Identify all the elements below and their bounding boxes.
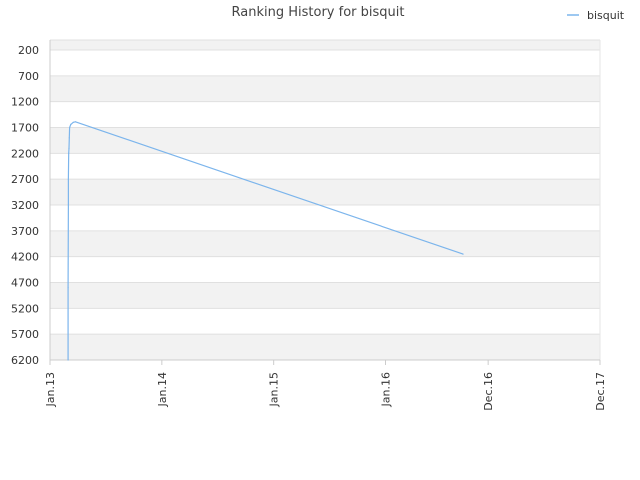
axes bbox=[49, 40, 601, 365]
y-tick-label: 1200 bbox=[11, 96, 39, 109]
y-tick-label: 2200 bbox=[11, 147, 39, 160]
y-tick-label: 200 bbox=[18, 44, 39, 57]
series-point bbox=[67, 204, 69, 206]
x-tick-label: Dec.17 bbox=[594, 372, 607, 411]
plot-band bbox=[50, 179, 600, 205]
series-point bbox=[74, 121, 77, 123]
plot-band bbox=[50, 205, 600, 231]
legend-label: bisquit bbox=[587, 9, 625, 22]
y-tick-label: 5200 bbox=[11, 302, 39, 315]
series-point bbox=[68, 137, 70, 139]
series-point bbox=[67, 287, 69, 289]
y-tick-label: 1700 bbox=[11, 122, 39, 135]
series-point bbox=[67, 359, 69, 361]
series-point bbox=[68, 147, 70, 149]
x-tick-label: Jan.15 bbox=[268, 372, 281, 407]
x-tick-label: Jan.16 bbox=[380, 372, 393, 407]
plot-band bbox=[50, 308, 600, 335]
y-tick-label: 5700 bbox=[11, 328, 39, 341]
plot-band bbox=[50, 40, 600, 50]
series-layer bbox=[67, 121, 464, 361]
plot-band bbox=[50, 282, 600, 309]
y-axis-labels: 200 700 1200 1700 2200 2700 3200 3700 4200 4700 52… bbox=[11, 44, 39, 367]
y-tick-label: 4200 bbox=[11, 251, 39, 264]
plot-band bbox=[50, 153, 600, 180]
y-tick-label: 3200 bbox=[11, 199, 39, 212]
series-point bbox=[68, 152, 70, 154]
series-point bbox=[69, 126, 71, 129]
x-tick-label: Jan.13 bbox=[44, 372, 57, 407]
plot-band bbox=[50, 50, 600, 76]
plot-band bbox=[50, 75, 600, 102]
series-point bbox=[70, 123, 72, 125]
y-tick-label: 700 bbox=[18, 70, 39, 83]
series-point bbox=[72, 121, 74, 123]
y-tick-label: 6200 bbox=[11, 354, 39, 367]
plot-band bbox=[50, 127, 600, 154]
y-tick-label: 4700 bbox=[11, 277, 39, 290]
plot-band bbox=[50, 101, 600, 128]
plot-band bbox=[50, 230, 600, 257]
legend[interactable]: bisquit bbox=[567, 9, 625, 22]
x-tick-label: Jan.14 bbox=[156, 372, 169, 407]
chart-title: Ranking History for bisquit bbox=[232, 5, 405, 20]
plot-background-bands bbox=[50, 40, 600, 360]
series-point bbox=[67, 178, 69, 180]
plot-band bbox=[50, 334, 600, 360]
series-point bbox=[462, 253, 464, 255]
y-tick-label: 2700 bbox=[11, 173, 39, 186]
y-tick-label: 3700 bbox=[11, 225, 39, 238]
plot-band bbox=[50, 256, 600, 283]
x-tick-label: Dec.16 bbox=[482, 372, 495, 411]
x-axis-labels: Jan.13 Jan.14 Jan.15 Jan.16 Dec.16 Dec.17 bbox=[44, 372, 607, 411]
